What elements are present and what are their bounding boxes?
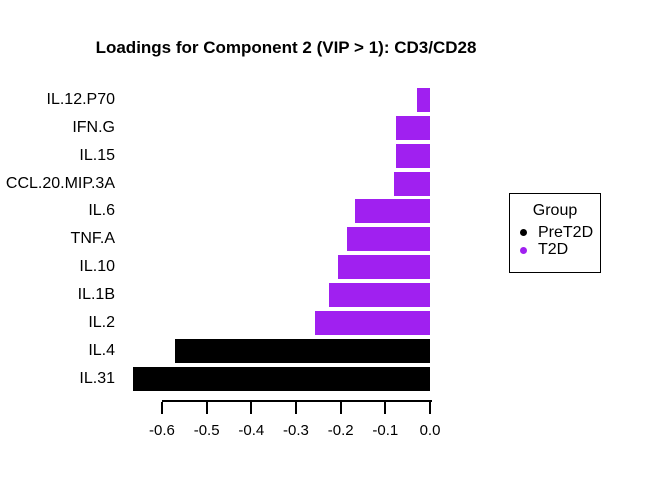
category-label: IL.10 <box>79 258 115 276</box>
x-axis-tick-label: 0.0 <box>419 422 441 439</box>
bar-IL.15 <box>396 143 430 168</box>
category-label: IL.15 <box>79 146 115 164</box>
chart-title: Loadings for Component 2 (VIP > 1): CD3/… <box>95 38 477 57</box>
bar-IFN.G <box>396 115 430 140</box>
x-axis-tick <box>250 402 253 414</box>
legend-item-label: T2D <box>538 241 569 259</box>
x-axis-tick <box>384 402 387 414</box>
x-axis-tick <box>339 402 342 414</box>
x-axis-tick-label: -0.5 <box>193 422 220 439</box>
x-axis-tick-label: -0.1 <box>372 422 399 439</box>
legend-item-T2D: T2D <box>510 241 600 260</box>
x-axis-tick-label: -0.2 <box>327 422 354 439</box>
category-label: IL.6 <box>88 202 115 220</box>
x-axis-tick <box>294 402 297 414</box>
x-axis-tick <box>160 402 163 414</box>
category-label: IL.2 <box>88 313 115 331</box>
bar-IL.2 <box>315 310 430 335</box>
x-axis-tick-label: -0.6 <box>149 422 175 439</box>
category-label: IFN.G <box>72 118 115 136</box>
bar-IL.31 <box>132 366 430 391</box>
bar-TNF.A <box>346 227 430 252</box>
bar-IL.10 <box>338 255 430 280</box>
category-label: IL.12.P70 <box>46 91 116 108</box>
PreT2D-dot-icon <box>520 229 527 237</box>
category-label: TNF.A <box>70 230 115 248</box>
legend-item-PreT2D: PreT2D <box>510 224 600 242</box>
category-label: CCL.20.MIP.3A <box>5 174 115 192</box>
bar-IL.1B <box>329 283 430 308</box>
legend-title: Group <box>532 202 578 219</box>
x-axis-tick <box>205 402 208 414</box>
category-label: IL.4 <box>88 341 115 359</box>
x-axis-line <box>161 400 432 402</box>
bar-IL.12.P70 <box>417 88 430 112</box>
category-label: IL.1B <box>77 286 115 304</box>
legend-item-label: PreT2D <box>538 223 594 241</box>
T2D-dot-icon <box>520 246 527 254</box>
bar-IL.4 <box>175 338 430 363</box>
x-axis-tick <box>429 402 431 414</box>
legend-items: PreT2D T2D <box>510 224 600 259</box>
legend-box: Group PreT2D T2D <box>509 193 601 273</box>
category-label: IL.31 <box>79 369 115 387</box>
x-axis-tick-label: -0.3 <box>283 422 309 439</box>
bar-CCL.20.MIP.3A <box>394 171 430 196</box>
bar-IL.6 <box>354 199 430 224</box>
x-axis-tick-label: -0.4 <box>238 422 265 439</box>
